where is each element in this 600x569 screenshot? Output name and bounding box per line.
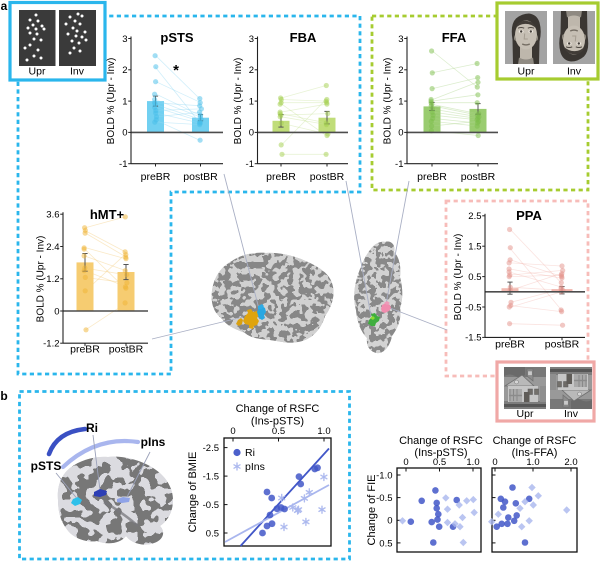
svg-text:Change of RSFC: Change of RSFC bbox=[399, 435, 483, 447]
svg-text:-1.0: -1.0 bbox=[376, 470, 392, 481]
svg-text:1.0: 1.0 bbox=[526, 457, 539, 468]
svg-text:1.5: 1.5 bbox=[468, 242, 481, 253]
svg-text:Inv: Inv bbox=[564, 408, 579, 420]
svg-text:(Ins-pSTS): (Ins-pSTS) bbox=[414, 447, 467, 459]
svg-text:1: 1 bbox=[398, 96, 403, 107]
svg-text:0: 0 bbox=[230, 426, 235, 437]
svg-text:pIns: pIns bbox=[245, 461, 265, 473]
svg-text:2: 2 bbox=[249, 65, 254, 76]
svg-text:Upr: Upr bbox=[517, 408, 534, 420]
svg-text:3: 3 bbox=[122, 34, 127, 45]
svg-text:preBR: preBR bbox=[495, 339, 525, 351]
svg-text:pIns: pIns bbox=[141, 435, 166, 449]
svg-text:pSTS: pSTS bbox=[31, 459, 62, 473]
svg-text:2.5: 2.5 bbox=[468, 211, 481, 222]
svg-text:Ri: Ri bbox=[86, 421, 98, 435]
svg-text:postBR: postBR bbox=[545, 339, 580, 351]
svg-text:Change of FIE: Change of FIE bbox=[366, 475, 378, 546]
svg-text:0: 0 bbox=[492, 457, 497, 468]
svg-text:0: 0 bbox=[398, 128, 403, 139]
svg-text:-1.2: -1.2 bbox=[43, 339, 59, 350]
svg-text:3: 3 bbox=[249, 34, 254, 45]
svg-text:BOLD % (Upr - Inv): BOLD % (Upr - Inv) bbox=[106, 58, 117, 145]
svg-text:2.0: 2.0 bbox=[564, 457, 577, 468]
svg-text:-0.5: -0.5 bbox=[465, 302, 481, 313]
svg-text:1: 1 bbox=[122, 96, 127, 107]
svg-text:BOLD % (Upr - Inv): BOLD % (Upr - Inv) bbox=[233, 58, 244, 145]
svg-text:-1: -1 bbox=[395, 159, 403, 170]
svg-text:Inv: Inv bbox=[567, 66, 582, 78]
svg-text:Upr: Upr bbox=[518, 66, 535, 78]
svg-text:preBR: preBR bbox=[266, 171, 296, 183]
svg-text:*: * bbox=[173, 62, 179, 79]
svg-text:0: 0 bbox=[249, 128, 254, 139]
svg-text:0.5: 0.5 bbox=[272, 426, 285, 437]
svg-text:0: 0 bbox=[122, 128, 127, 139]
svg-text:2: 2 bbox=[398, 65, 403, 76]
svg-text:-2.5: -2.5 bbox=[203, 443, 219, 454]
svg-text:hMT+: hMT+ bbox=[90, 207, 125, 222]
svg-text:postBR: postBR bbox=[183, 171, 218, 183]
svg-text:a: a bbox=[1, 0, 8, 13]
svg-text:BOLD % (Upr - Inv): BOLD % (Upr - Inv) bbox=[383, 58, 394, 145]
svg-text:FFA: FFA bbox=[442, 30, 467, 45]
svg-text:(Ins-FFA): (Ins-FFA) bbox=[512, 447, 558, 459]
svg-text:-0.5: -0.5 bbox=[376, 493, 392, 504]
svg-text:postBR: postBR bbox=[461, 171, 496, 183]
svg-text:0: 0 bbox=[387, 516, 392, 527]
svg-text:preBR: preBR bbox=[417, 171, 447, 183]
svg-text:-1.5: -1.5 bbox=[203, 471, 219, 482]
svg-text:2.4: 2.4 bbox=[46, 242, 59, 253]
svg-text:0.5: 0.5 bbox=[206, 528, 219, 539]
svg-text:1.2: 1.2 bbox=[46, 274, 59, 285]
svg-text:1.0: 1.0 bbox=[317, 426, 330, 437]
svg-text:Change of BMIE: Change of BMIE bbox=[187, 452, 199, 533]
svg-text:FBA: FBA bbox=[290, 30, 317, 45]
svg-text:BOLD % (Upr - Inv): BOLD % (Upr - Inv) bbox=[36, 236, 47, 323]
svg-text:postBR: postBR bbox=[109, 344, 144, 356]
svg-text:0.5: 0.5 bbox=[433, 457, 446, 468]
svg-text:pSTS: pSTS bbox=[160, 30, 194, 45]
svg-text:PPA: PPA bbox=[516, 208, 542, 223]
svg-text:Change of RSFC: Change of RSFC bbox=[236, 403, 320, 415]
svg-text:1: 1 bbox=[249, 96, 254, 107]
svg-text:preBR: preBR bbox=[141, 171, 171, 183]
svg-text:(Ins-pSTS): (Ins-pSTS) bbox=[251, 416, 304, 428]
svg-text:BOLD % (Upr - Inv): BOLD % (Upr - Inv) bbox=[453, 234, 464, 321]
svg-text:-1: -1 bbox=[119, 159, 127, 170]
svg-text:Inv: Inv bbox=[70, 66, 85, 78]
svg-text:Change of RSFC: Change of RSFC bbox=[493, 435, 577, 447]
svg-text:Ri: Ri bbox=[245, 447, 255, 459]
svg-text:1.0: 1.0 bbox=[466, 457, 479, 468]
svg-text:0: 0 bbox=[403, 457, 408, 468]
svg-text:Upr: Upr bbox=[29, 66, 46, 78]
svg-text:-1: -1 bbox=[246, 159, 254, 170]
svg-text:postBR: postBR bbox=[310, 171, 345, 183]
svg-text:0.5: 0.5 bbox=[379, 538, 392, 549]
svg-text:-1.5: -1.5 bbox=[465, 333, 481, 344]
svg-text:2: 2 bbox=[122, 65, 127, 76]
svg-text:3: 3 bbox=[398, 34, 403, 45]
svg-text:3.6: 3.6 bbox=[46, 210, 59, 221]
svg-text:0.5: 0.5 bbox=[468, 272, 481, 283]
svg-text:0: 0 bbox=[54, 306, 59, 317]
svg-text:preBR: preBR bbox=[70, 344, 100, 356]
svg-text:b: b bbox=[0, 389, 7, 403]
svg-text:-0.5: -0.5 bbox=[203, 500, 219, 511]
